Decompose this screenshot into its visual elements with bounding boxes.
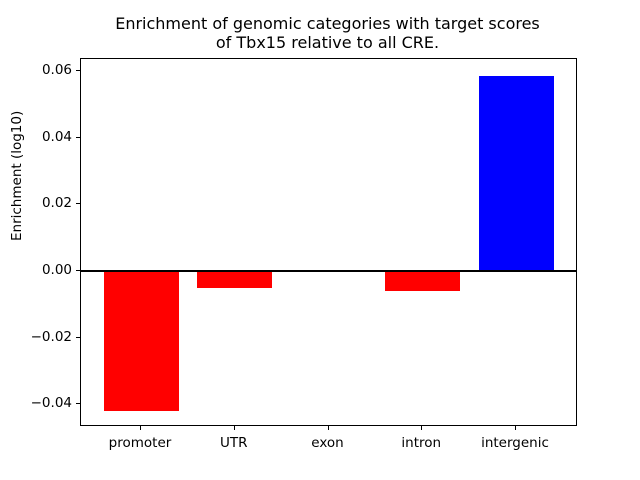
- bar-intron: [384, 271, 460, 291]
- x-tick-label-exon: exon: [311, 435, 344, 451]
- x-tick-label-UTR: UTR: [219, 435, 248, 451]
- y-tick-label: 0.00: [41, 262, 72, 279]
- bar-UTR: [197, 271, 273, 288]
- y-tick-label: 0.06: [41, 62, 72, 79]
- x-tick-label-promoter: promoter: [108, 435, 172, 451]
- x-tick-mark: [140, 426, 141, 430]
- y-tick-label: −0.04: [30, 395, 72, 412]
- y-tick-mark: [76, 70, 80, 72]
- y-tick-mark: [76, 336, 80, 338]
- y-tick-mark: [76, 136, 80, 138]
- x-tick-mark: [515, 426, 516, 430]
- x-tick-label-intron: intron: [401, 435, 442, 451]
- bar-intergenic: [478, 76, 554, 272]
- x-tick-mark: [421, 426, 423, 430]
- y-tick-label: 0.02: [41, 195, 72, 212]
- y-tick-label: 0.04: [41, 128, 72, 145]
- chart-title: Enrichment of genomic categories with ta…: [115, 14, 540, 52]
- y-tick-label: −0.02: [30, 328, 72, 345]
- x-tick-mark: [233, 426, 235, 430]
- y-tick-mark: [76, 403, 80, 405]
- y-tick-mark: [76, 203, 80, 205]
- plot-area: [80, 58, 577, 426]
- x-tick-label-intergenic: intergenic: [481, 435, 549, 451]
- bar-promoter: [103, 271, 179, 411]
- zero-line: [81, 270, 576, 273]
- x-tick-mark: [327, 426, 329, 430]
- y-tick-mark: [76, 270, 80, 272]
